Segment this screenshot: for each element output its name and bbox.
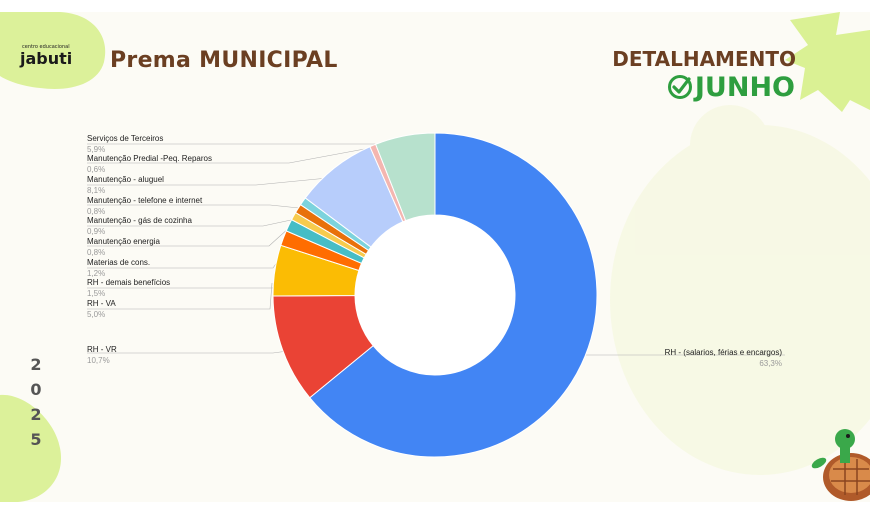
year-digit: 2 xyxy=(30,355,42,374)
chart-slices xyxy=(272,132,598,458)
slice-percent: 0,8% xyxy=(87,248,106,257)
year-digit: 2 xyxy=(30,405,42,424)
logo-caption: centro educacional xyxy=(22,44,70,50)
year-digit: 0 xyxy=(30,380,42,399)
slice-label: Manutenção - telefone e internet xyxy=(87,196,203,205)
slice-percent: 0,8% xyxy=(87,207,106,216)
top-right-leaf xyxy=(785,12,870,112)
page-title: Prema MUNICIPAL xyxy=(110,48,338,73)
slice-label: Manutenção Predial -Peq. Reparos xyxy=(87,154,212,163)
month-label: JUNHO xyxy=(694,72,795,103)
slice-label: Manutenção - aluguel xyxy=(87,175,164,184)
slice-percent: 0,6% xyxy=(87,165,106,174)
month-heading: JUNHO xyxy=(667,72,795,103)
slice-label: Serviços de Terceiros xyxy=(87,134,164,143)
slice-label: RH - demais benefícios xyxy=(87,278,171,287)
slice-percent: 8,1% xyxy=(87,186,106,195)
logo-text: jabuti xyxy=(20,49,73,68)
slice-label: Manutenção - gás de cozinha xyxy=(87,216,192,225)
slice-percent: 63,3% xyxy=(759,359,782,368)
slice-percent: 5,0% xyxy=(87,310,106,319)
year-digit: 5 xyxy=(30,430,42,449)
slice-percent: 0,9% xyxy=(87,227,106,236)
slice-percent: 1,5% xyxy=(87,289,106,298)
turtle-mascot xyxy=(811,429,870,501)
slice-percent: 5,9% xyxy=(87,145,106,154)
slice-percent: 10,7% xyxy=(87,356,110,365)
slice-percent: 1,2% xyxy=(87,269,106,278)
slice-label: RH - VR xyxy=(87,345,117,354)
check-circle-icon xyxy=(667,75,692,99)
bottom-left-blob xyxy=(0,394,62,502)
turtle-watermark xyxy=(610,105,870,475)
top-left-blob xyxy=(0,12,106,89)
slice-label: Materias de cons. xyxy=(87,258,151,267)
donut-hole xyxy=(355,215,515,375)
slice-label: Manutenção energia xyxy=(87,237,160,246)
detalhamento-heading: DETALHAMENTO xyxy=(612,47,796,71)
slice-label: RH - (salarios, férias e encargos) xyxy=(664,348,782,357)
slice-label: RH - VA xyxy=(87,299,116,308)
